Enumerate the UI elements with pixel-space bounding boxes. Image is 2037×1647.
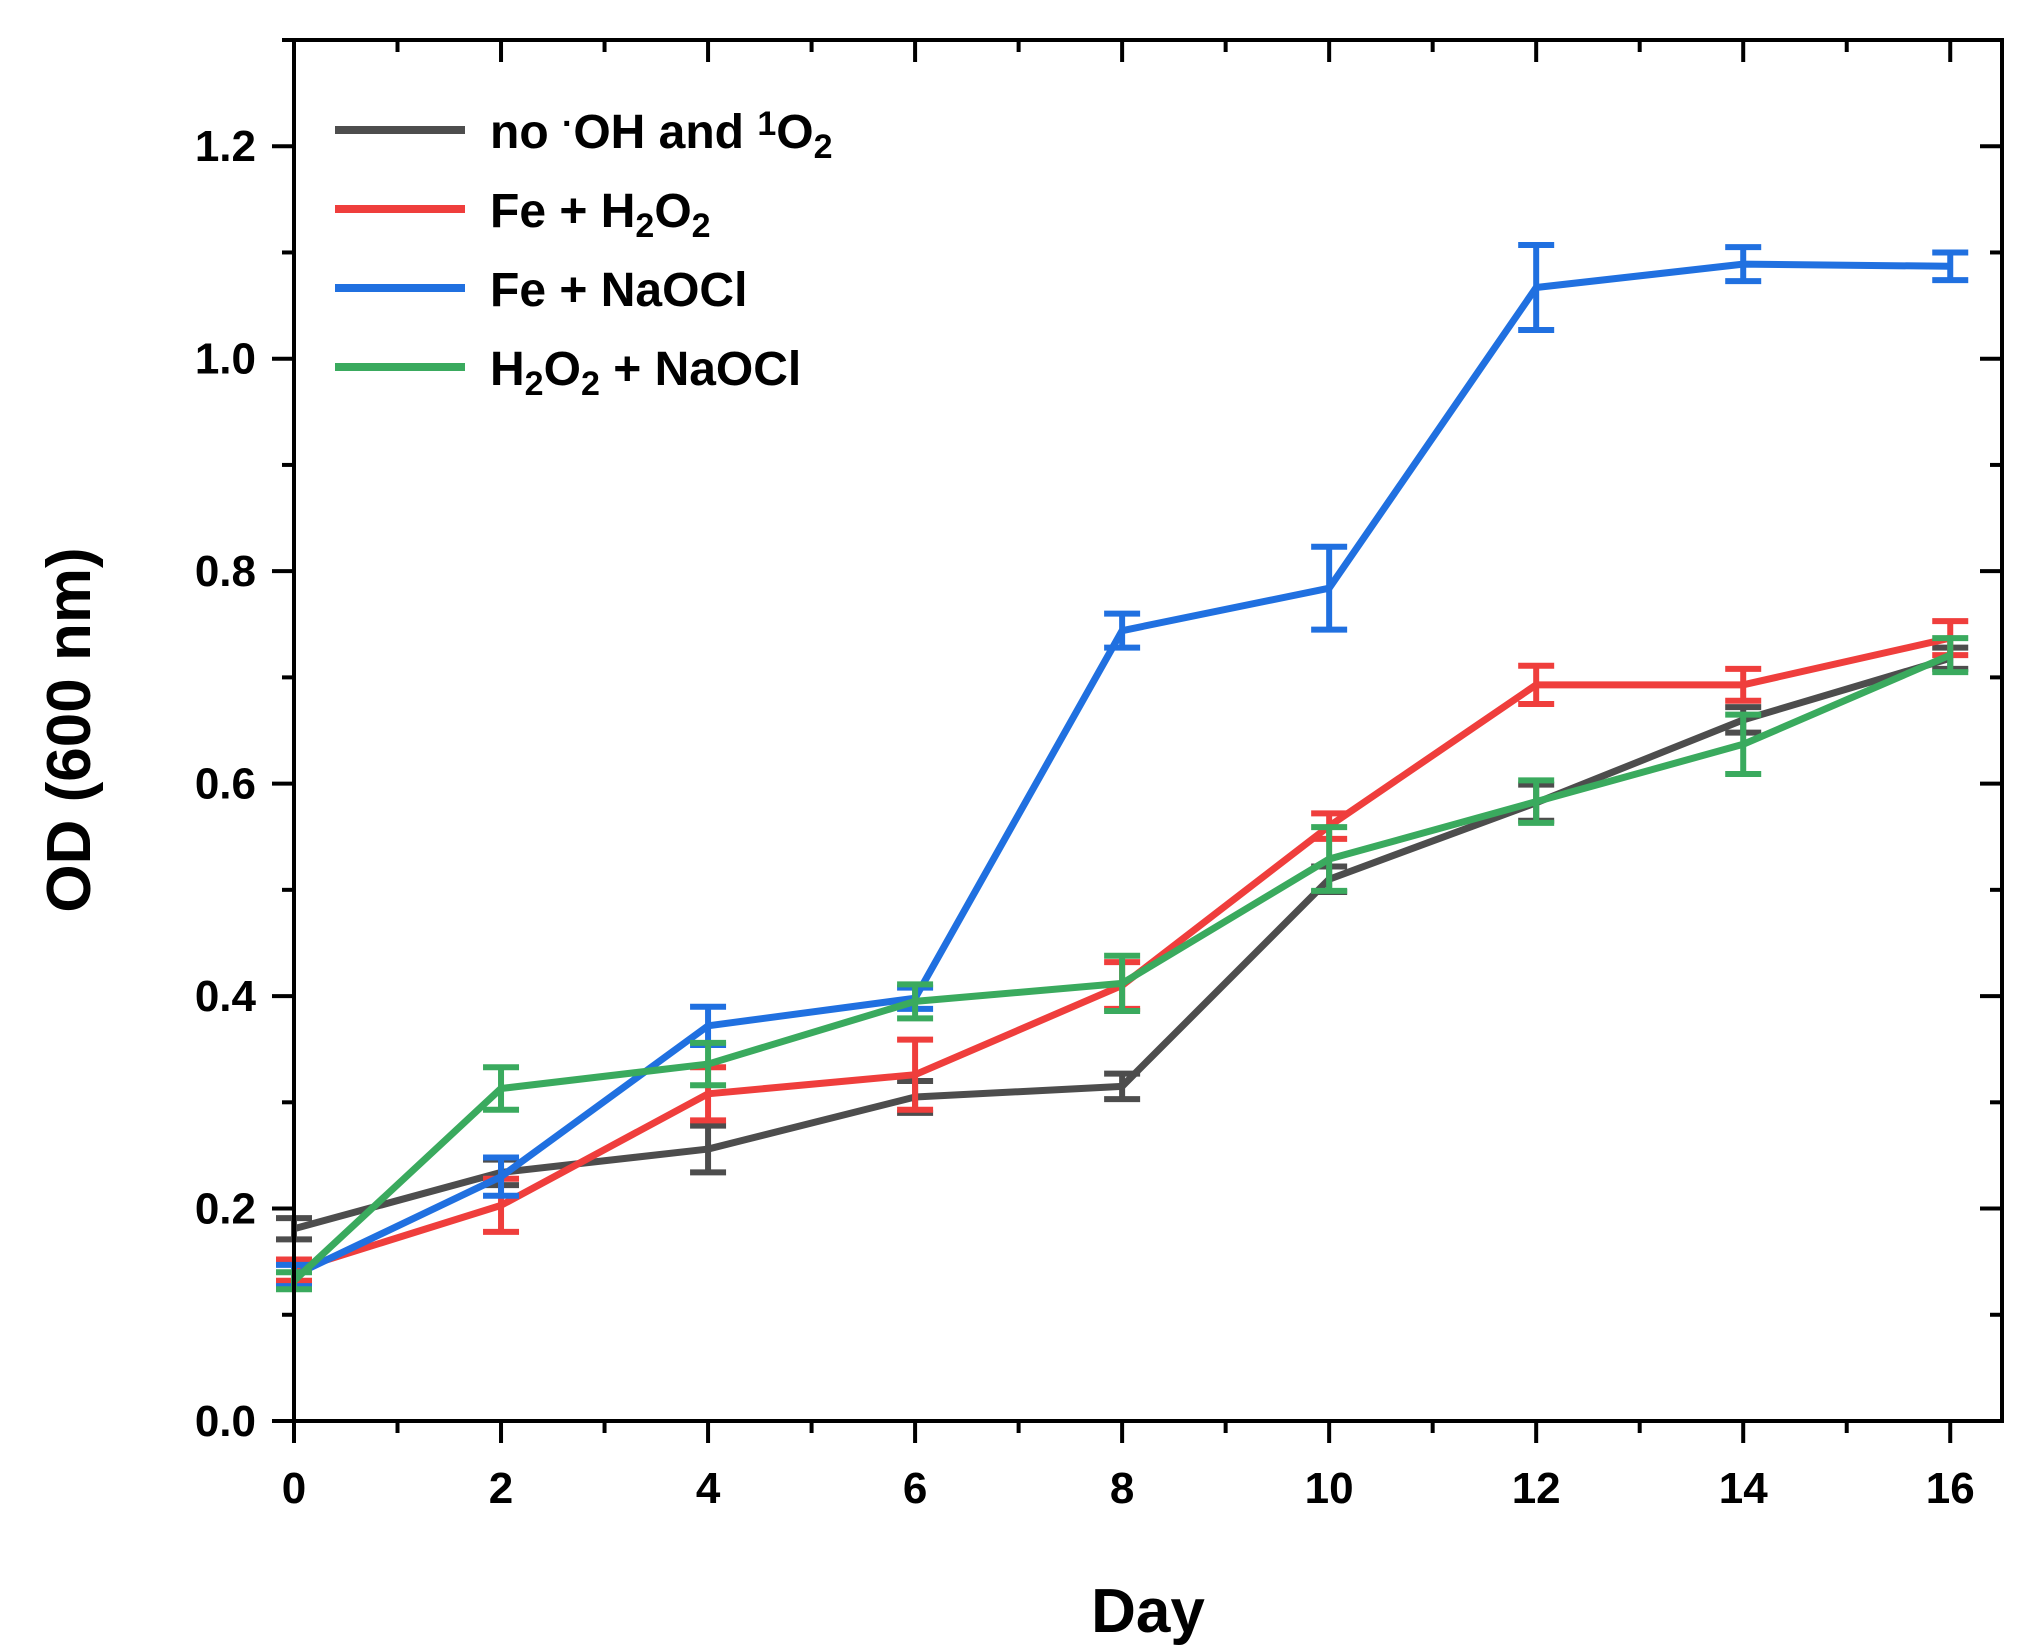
series-3 — [276, 242, 1969, 1290]
series-line — [292, 260, 1951, 1279]
y-tick-label: 1.0 — [195, 335, 256, 384]
x-tick-label: 14 — [1719, 1464, 1768, 1513]
y-tick-label: 0.0 — [195, 1397, 256, 1446]
legend-label: Fe + H2O2 — [490, 185, 711, 245]
y-tick-label: 0.6 — [195, 760, 256, 809]
legend-label: H2O2 + NaOCl — [490, 343, 801, 403]
x-tick-label: 2 — [489, 1464, 513, 1513]
x-tick-label: 10 — [1305, 1464, 1354, 1513]
x-tick-label: 4 — [696, 1464, 721, 1513]
x-tick-label: 6 — [903, 1464, 927, 1513]
y-tick-label: 0.8 — [195, 547, 256, 596]
x-tick-label: 8 — [1110, 1464, 1134, 1513]
y-tick-label: 0.2 — [195, 1185, 256, 1234]
x-tick-label: 16 — [1926, 1464, 1975, 1513]
series-line — [291, 651, 1952, 1284]
legend-label: Fe + NaOCl — [490, 264, 747, 317]
x-axis-title: Day — [1091, 1577, 1205, 1646]
y-axis-title: OD (600 nm) — [35, 547, 104, 912]
y-tick-label: 1.2 — [195, 122, 256, 171]
y-tick-label: 0.4 — [195, 972, 257, 1021]
plot-content — [276, 242, 1969, 1293]
legend-label: no ·OH and 1O2 — [490, 105, 833, 166]
x-tick-label: 12 — [1512, 1464, 1561, 1513]
plot-frame — [292, 38, 2004, 1423]
series-1 — [276, 644, 1969, 1243]
axes: 0 2 4 6 8 10 12 14 16 0.0 0.2 0.4 0.6 0.8 1.0 1.2 — [195, 38, 2002, 1513]
x-tick-label: 0 — [282, 1464, 306, 1513]
legend: no ·OH and 1O2 Fe + H2O2 Fe + NaOCl H2O2 + … — [335, 105, 833, 403]
series-2 — [276, 618, 1969, 1284]
